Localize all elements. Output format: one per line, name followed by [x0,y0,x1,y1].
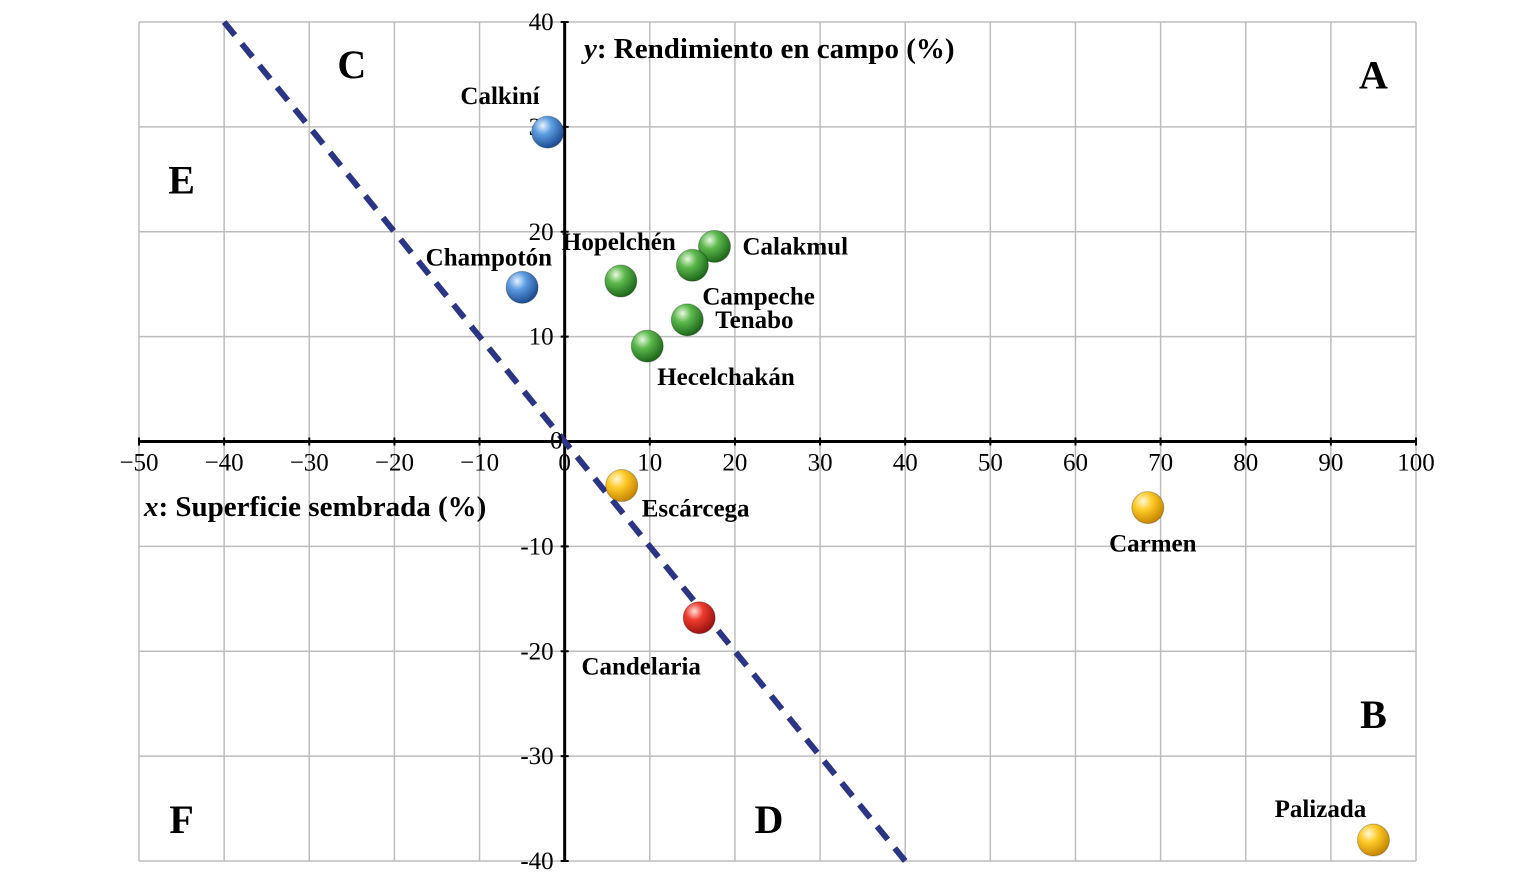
data-point [1131,491,1165,525]
x-tick-label: 10 [637,450,662,477]
x-axis-title-text: : Superficie sembrada (%) [159,491,487,523]
x-tick-label: 70 [1148,450,1173,477]
quadrant-labels: A B C D E F [168,42,1388,842]
y-tick-label: 40 [529,9,554,36]
point-label: Escárcega [642,496,750,523]
y-tick-label: -10 [520,533,553,560]
quadrant-label-a: A [1359,52,1388,97]
x-tick-label: 0 [558,450,571,477]
x-tick-label: 50 [978,450,1003,477]
data-point [630,329,664,363]
y-axis-title-var: y [581,33,597,65]
reference-line-group [221,20,908,863]
data-point [675,248,709,282]
point-label: Tenabo [715,307,793,334]
x-axis-title: x: Superficie sembrada (%) [143,491,486,523]
point-label: Campeche [702,283,814,310]
y-tick-label: -40 [520,848,553,875]
x-tick-label: 90 [1318,450,1343,477]
y-tick-label: 10 [529,324,554,351]
point-label: Palizada [1275,796,1367,823]
data-points: Calkiní Champotón Hopelchén Calakmul Campech… [426,83,1390,857]
data-point [605,469,639,503]
data-point [531,115,565,149]
x-tick-label: −20 [375,450,414,477]
data-point [682,601,716,635]
x-tick-label: −30 [290,450,329,477]
x-tick-label: 20 [722,450,747,477]
point-label: Calakmul [743,233,849,260]
y-tick-label: -20 [520,638,553,665]
point-label: Hecelchakán [657,364,795,391]
data-point [698,229,732,263]
y-tick-label: 0 [550,428,563,455]
point-label: Calkiní [460,83,540,110]
x-axis-title-var: x [143,491,159,523]
x-tick-label: −10 [460,450,499,477]
quadrant-label-f: F [169,797,193,842]
y-axis-title: y: Rendimiento en campo (%) [581,33,955,65]
axis-titles: y: Rendimiento en campo (%) x: Superfici… [143,33,955,523]
quadrant-label-d: D [755,797,784,842]
x-tick-label: −40 [205,450,244,477]
quadrant-label-c: C [337,42,366,87]
point-label: Hopelchén [562,229,676,256]
x-tick-label: 40 [893,450,918,477]
axes [138,21,1417,862]
quadrant-label-e: E [168,157,195,202]
y-axis-title-text: : Rendimiento en campo (%) [597,33,955,65]
point-label: Candelaria [581,654,701,681]
x-tick-label: 80 [1233,450,1258,477]
data-point [670,303,704,337]
x-tick-label: 60 [1063,450,1088,477]
data-point [604,264,638,298]
x-tick-label: 30 [808,450,833,477]
reference-dashed-line [221,20,908,863]
y-tick-label: 20 [529,219,554,246]
data-point [1356,823,1390,857]
x-tick-label: 100 [1397,450,1435,477]
data-point [505,270,539,304]
point-label: Carmen [1109,531,1197,558]
y-tick-label: -30 [520,743,553,770]
x-tick-label: −50 [119,450,158,477]
point-label: Champotón [426,244,553,271]
quadrant-label-b: B [1360,692,1387,737]
